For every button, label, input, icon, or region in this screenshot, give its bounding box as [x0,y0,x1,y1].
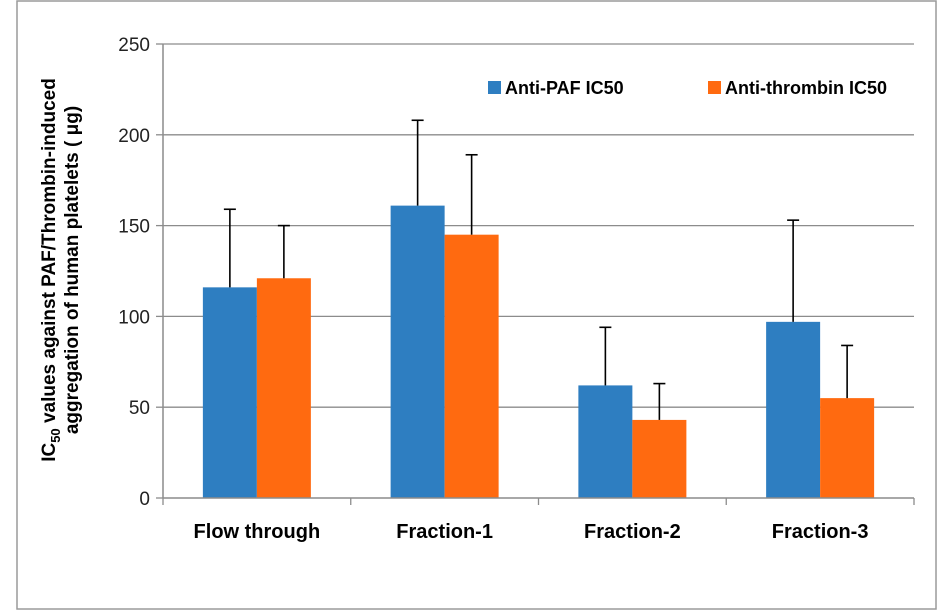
legend-swatch-anti-thrombin [708,81,721,94]
y-tick-label-250: 250 [118,35,150,56]
bar-anti-thrombin [632,419,687,498]
category-label: Fraction-1 [396,521,493,543]
y-axis-label-line1: IC50 values against PAF/Thrombin-induced [39,78,63,462]
bar-anti-paf [202,287,257,498]
y-tick-label-150: 150 [118,217,150,238]
legend: Anti-PAF IC50 Anti-thrombin IC50 [488,78,887,98]
y-axis-label: IC50 values against PAF/Thrombin-induced… [39,78,83,462]
bars [202,205,875,498]
legend-label-anti-thrombin: Anti-thrombin IC50 [725,78,887,98]
bar-anti-thrombin [256,278,311,498]
y-axis-label-line2: aggregation of human platelets ( μg) [62,106,83,434]
error-bars [223,119,854,420]
bar-anti-paf [578,385,633,498]
legend-swatch-anti-paf [488,81,501,94]
bar-anti-paf [766,321,821,498]
category-label: Fraction-3 [772,521,869,543]
y-tick-label-200: 200 [118,126,150,147]
y-tick-label-100: 100 [118,307,150,328]
category-label: Flow through [194,521,321,543]
legend-label-anti-paf: Anti-PAF IC50 [505,78,624,98]
x-axis-categories: Flow through Fraction-1 Fraction-2 Fraction… [162,498,915,543]
bar-anti-thrombin [820,398,875,498]
y-tick-label-0: 0 [139,489,150,510]
category-label: Fraction-2 [584,521,681,543]
y-tick-label-50: 50 [129,398,150,419]
bar-anti-paf [390,205,445,498]
bar-anti-thrombin [444,234,499,498]
y-axis-ticks: 0 50 100 150 200 250 [118,35,163,510]
